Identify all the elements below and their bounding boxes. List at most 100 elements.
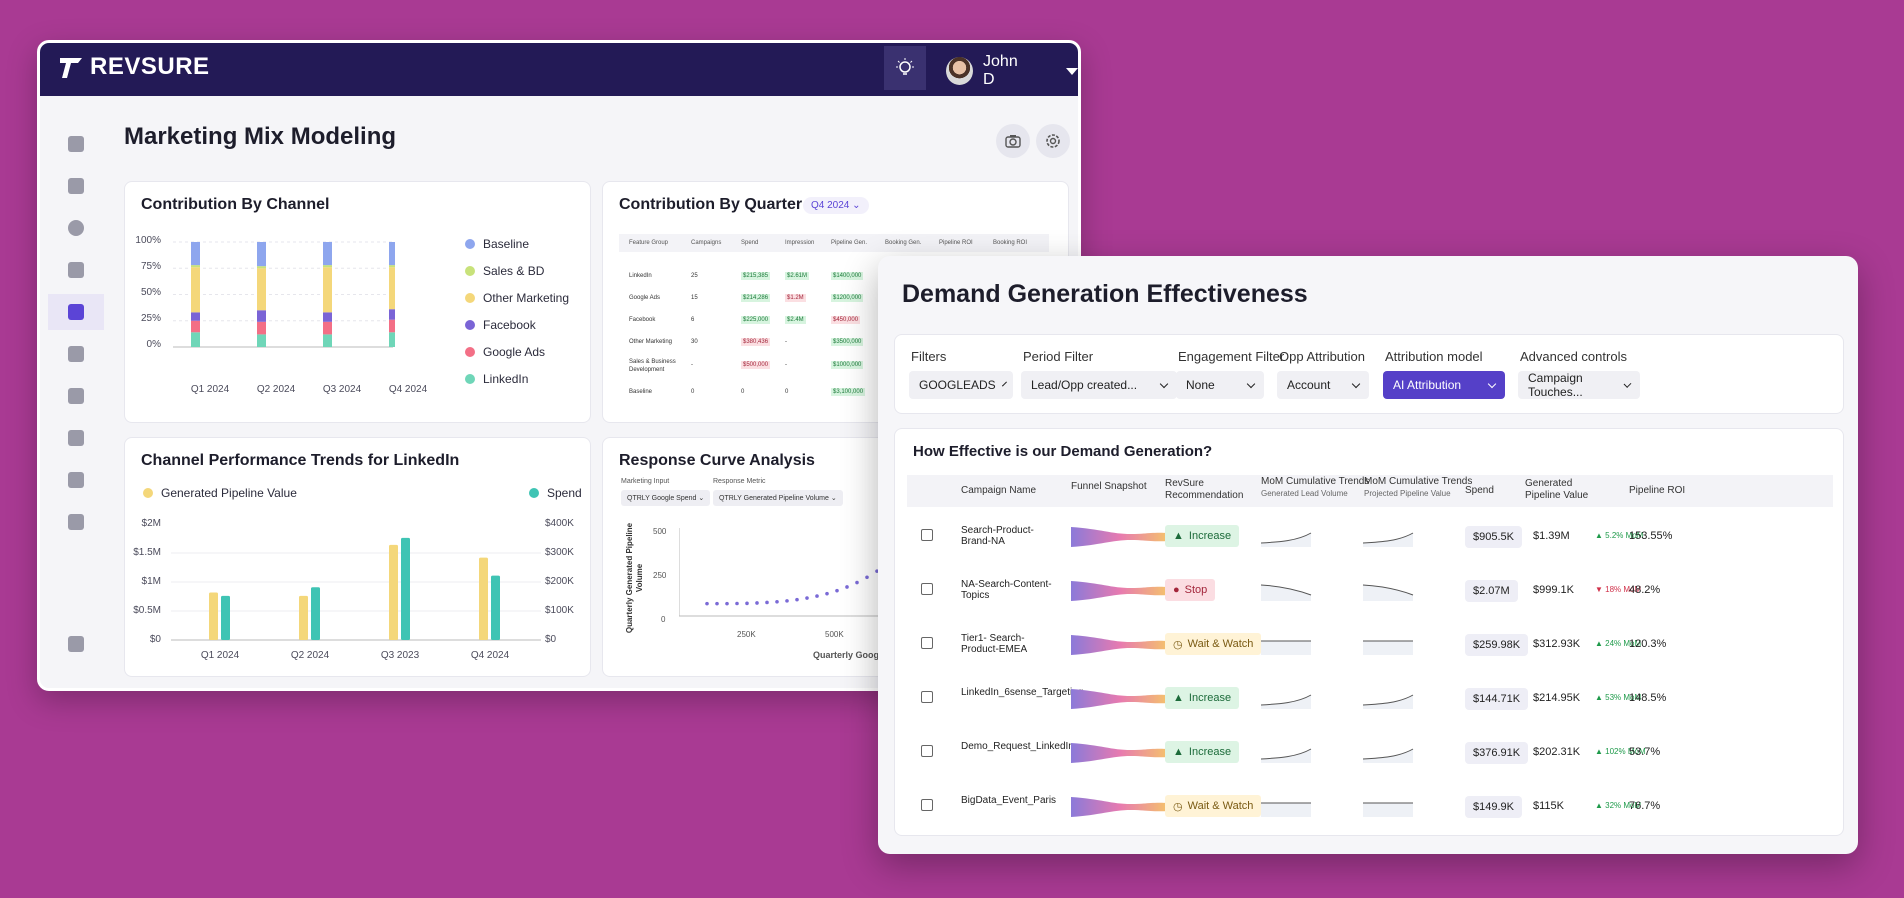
bar-pipeline-value (209, 592, 218, 640)
arrow-up-icon: ▲ (1595, 693, 1603, 702)
pipeline-roi: 48.2% (1629, 584, 1661, 596)
camera-icon (1005, 135, 1021, 148)
response-metric-dropdown[interactable]: QTRLY Generated Pipeline Volume ⌄ (713, 490, 843, 506)
opp-attribution-dropdown[interactable]: Account (1277, 371, 1369, 399)
attribution-model-dropdown[interactable]: AI Attribution (1383, 371, 1505, 399)
settings-button[interactable] (1036, 124, 1070, 158)
arrow-up-icon: ▲ (1595, 639, 1603, 648)
y-tick: $1M (141, 576, 161, 587)
sparkline-area (1363, 749, 1413, 763)
sidebar-item-reports[interactable] (48, 168, 104, 204)
funnel-shape (1071, 581, 1169, 601)
campaign-name: BigData_Event_Paris (961, 795, 1057, 806)
sidebar-item-filter[interactable] (48, 336, 104, 372)
sidebar-item-mmm[interactable] (48, 294, 104, 330)
pipeline-roi: 153.55% (1629, 530, 1673, 542)
period-filter-dropdown[interactable]: Lead/Opp created... (1021, 371, 1177, 399)
scatter-point (865, 575, 869, 580)
recommendation-label: Increase (1188, 746, 1232, 758)
mom-change-label: 53% MoM (1605, 693, 1642, 702)
funnel-snapshot (1071, 797, 1169, 817)
x-tick: 500K (825, 630, 844, 639)
y-tick: 50% (140, 287, 161, 298)
legend-dot (143, 488, 153, 498)
sidebar-item-users[interactable] (48, 462, 104, 498)
y-tick: $0 (545, 634, 557, 645)
scatter-point (835, 588, 839, 593)
sidebar-item-funnel[interactable] (48, 252, 104, 288)
sidebar-item-logout[interactable] (48, 626, 104, 662)
table-row[interactable]: LinkedIn_6sense_Targeting ▲ Increase $144.7… (907, 673, 1833, 727)
external-link-icon[interactable] (921, 583, 933, 595)
table-row[interactable]: Demo_Request_LinkedIn ▲ Increase $376.91K $2… (907, 727, 1833, 781)
spend-value: $2.07M (1465, 580, 1518, 602)
column-header: MoM Cumulative Trends Generated Lead Volu… (1261, 476, 1369, 500)
arrow-up-icon: ▲ (1595, 801, 1603, 810)
dropdown-value: QTRLY Google Spend (627, 495, 697, 502)
camera-button[interactable] (996, 124, 1030, 158)
scatter-point (875, 569, 879, 573)
table-cell: $1200,000 (831, 294, 864, 302)
revsure-logo[interactable]: REVSURE (58, 53, 210, 81)
lead-volume-sparkline (1261, 802, 1311, 817)
advanced-controls-dropdown[interactable]: Campaign Touches... (1518, 371, 1640, 399)
y-tick: 0% (146, 339, 161, 350)
table-cell: $1.2M (785, 294, 806, 302)
marketing-input-dropdown[interactable]: QTRLY Google Spend ⌄ (621, 490, 711, 506)
table-cell: Facebook (629, 317, 656, 323)
sidebar-item-dashboard[interactable] (48, 126, 104, 162)
recommendation-icon: ▲ (1173, 530, 1184, 542)
lightbulb-button[interactable] (884, 46, 926, 90)
external-link-icon[interactable] (921, 529, 933, 541)
quarter-dropdown[interactable]: Q4 2024 ⌄ (803, 197, 869, 214)
dropdown-value: Campaign Touches... (1528, 371, 1583, 399)
scatter-point (805, 596, 809, 600)
recommendation-badge: ● Stop (1165, 579, 1216, 601)
legend-label: Spend (547, 486, 582, 500)
bar-chart-icon (68, 178, 84, 194)
sidebar-item-accounts[interactable] (48, 210, 104, 246)
scatter-point (765, 600, 769, 605)
table-row[interactable]: NA-Search-Content-Topics ● Stop $2.07M $999.… (907, 565, 1833, 619)
bar-spend (491, 575, 500, 640)
pin-icon (68, 388, 84, 404)
bar-segment-sales-bd (389, 265, 395, 268)
funnel-snapshot (1071, 743, 1169, 763)
mom-change-label: 24% MoM (1605, 639, 1642, 648)
sparkline-line (1362, 748, 1414, 760)
bar-segment-baseline (191, 242, 200, 266)
user-menu[interactable]: John D (946, 53, 1078, 89)
pipeline-roi: 120.3% (1629, 638, 1667, 650)
table-row[interactable]: Tier1- Search-Product-EMEA ◷ Wait & Watch $… (907, 619, 1833, 673)
recommendation-label: Stop (1184, 584, 1208, 596)
y-tick: 0 (661, 615, 666, 624)
bar-segment-google-ads (323, 321, 332, 335)
table-cell: $380,436 (741, 338, 771, 346)
legend-dot (465, 266, 475, 276)
external-link-icon[interactable] (921, 637, 933, 649)
engagement-filter-dropdown[interactable]: None (1176, 371, 1264, 399)
sidebar-item-team[interactable] (48, 420, 104, 456)
table-cell: Sales & Business Development (629, 359, 676, 373)
filter-dropdown[interactable]: GOOGLEADS (909, 371, 1013, 399)
table-row[interactable]: BigData_Event_Paris ◷ Wait & Watch $149.9K $… (907, 781, 1833, 835)
filter-icon (68, 346, 84, 362)
trends-chart (171, 537, 541, 641)
pipeline-roi: 148.5% (1629, 692, 1667, 704)
table-row[interactable]: Search-Product-Brand-NA ▲ Increase $905.5K $… (907, 511, 1833, 565)
dropdown-value: Account (1287, 378, 1331, 392)
sparkline-line (1362, 694, 1414, 706)
campaign-name: Demo_Request_LinkedIn (961, 741, 1074, 752)
sidebar-item-integrations[interactable] (48, 504, 104, 540)
legend-dot (465, 293, 475, 303)
bar-segment-other-marketing (389, 267, 395, 310)
table-cell: 0 (691, 389, 695, 395)
table-cell: $1000,000 (831, 361, 864, 369)
external-link-icon[interactable] (921, 745, 933, 757)
external-link-icon[interactable] (921, 691, 933, 703)
legend-label: Other Marketing (483, 291, 570, 305)
y-tick: 500 (653, 527, 667, 536)
external-link-icon[interactable] (921, 799, 933, 811)
table-header: Booking Gen. (885, 240, 922, 246)
sidebar-item-pin[interactable] (48, 378, 104, 414)
